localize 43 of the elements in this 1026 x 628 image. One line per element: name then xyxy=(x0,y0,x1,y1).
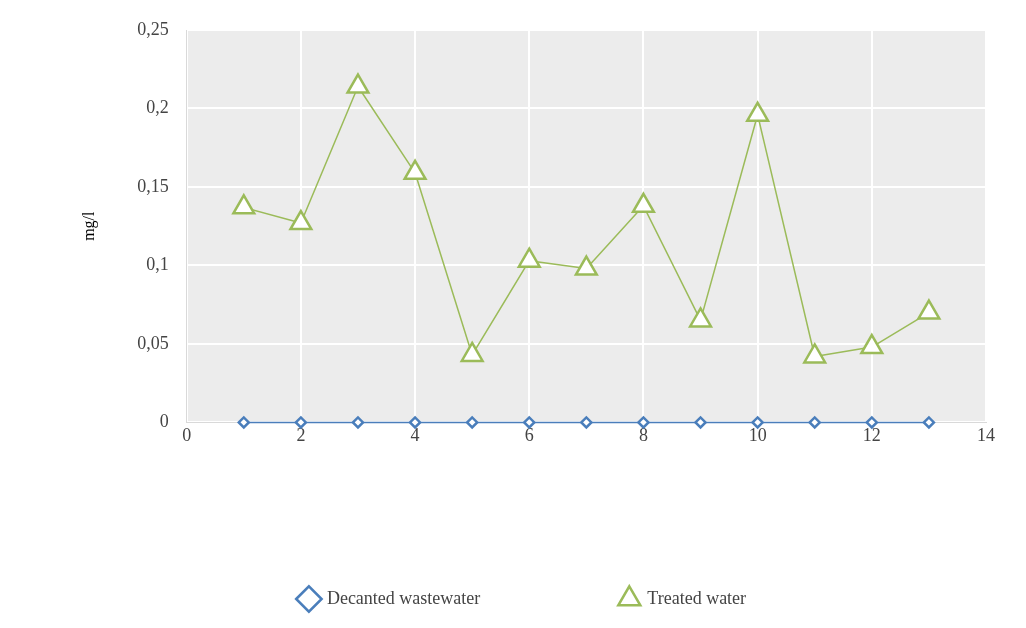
point xyxy=(289,209,313,231)
y-axis-title: mg/l xyxy=(79,210,98,241)
point xyxy=(408,416,422,429)
point xyxy=(637,416,650,429)
point xyxy=(294,416,308,429)
point xyxy=(745,101,770,123)
point xyxy=(694,416,707,429)
y-tick-label: 0,05 xyxy=(137,332,169,353)
x-tick-label: 14 xyxy=(977,424,995,445)
point xyxy=(922,416,936,429)
point xyxy=(232,194,256,215)
point xyxy=(917,299,941,320)
y-tick-label: 0,1 xyxy=(146,254,169,275)
point xyxy=(803,343,827,364)
y-tick-label: 0,25 xyxy=(137,18,169,39)
point xyxy=(688,307,713,328)
point xyxy=(517,247,541,268)
point xyxy=(460,341,484,363)
point xyxy=(631,192,656,214)
point xyxy=(237,416,251,429)
point xyxy=(403,159,427,181)
x-tick-label: 12 xyxy=(862,424,881,445)
point xyxy=(860,333,884,355)
x-tick-label: 10 xyxy=(748,424,767,445)
y-tick-label: 0,2 xyxy=(146,97,169,118)
point xyxy=(751,416,764,429)
legend-label: Decanted wastewater xyxy=(326,587,481,608)
x-tick-label: 0 xyxy=(182,424,192,445)
point xyxy=(808,416,821,429)
point xyxy=(523,416,536,429)
point xyxy=(465,416,479,429)
legend-label: Treated water xyxy=(647,587,747,608)
point xyxy=(580,416,593,429)
point xyxy=(351,416,365,429)
x-tick-label: 6 xyxy=(524,424,534,445)
x-tick-label: 8 xyxy=(638,424,648,445)
x-tick-label: 4 xyxy=(410,424,420,445)
x-tick-label: 2 xyxy=(296,424,306,445)
point xyxy=(346,73,370,94)
point xyxy=(574,255,598,276)
point xyxy=(865,416,879,429)
y-tick-label: 0 xyxy=(159,411,169,432)
y-tick-label: 0,15 xyxy=(137,175,169,196)
